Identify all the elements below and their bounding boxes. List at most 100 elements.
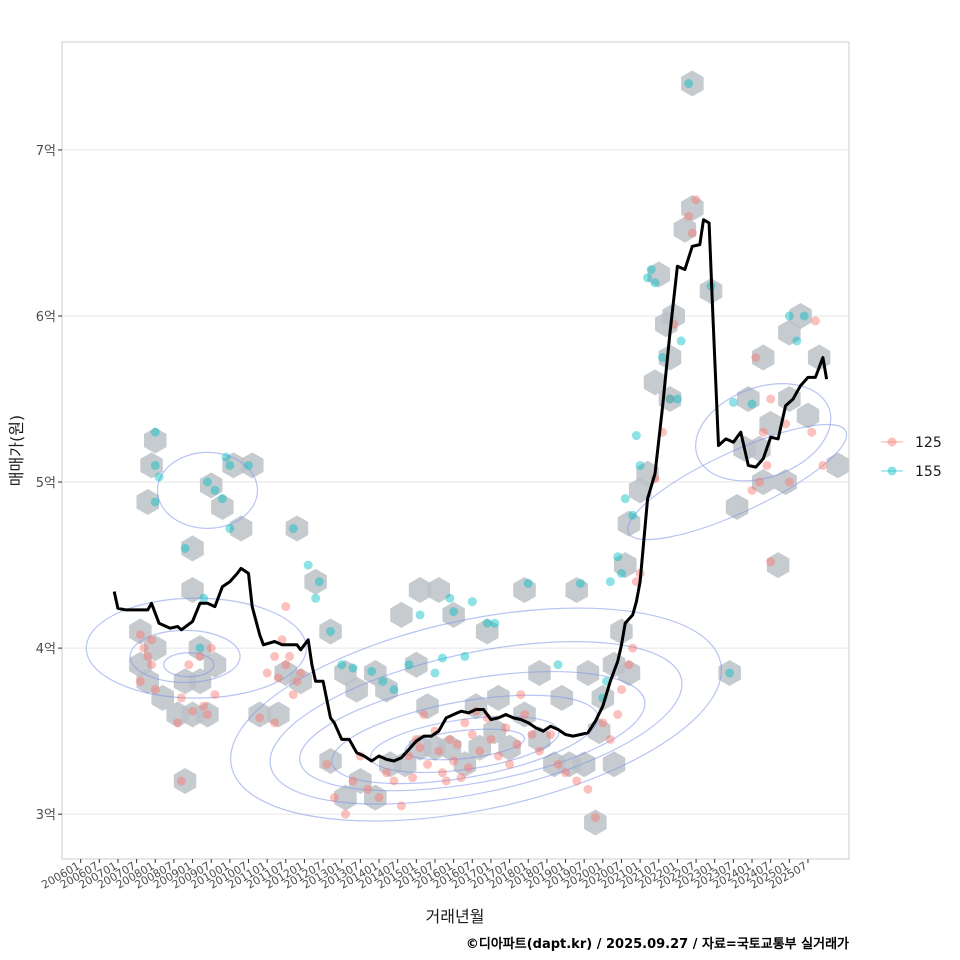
hexbin-cell xyxy=(468,734,491,761)
hexbin-cell xyxy=(319,618,342,645)
data-point-125 xyxy=(139,643,149,653)
density-contour xyxy=(156,451,259,529)
hexbin-cell xyxy=(498,734,521,761)
hexbin-cell xyxy=(144,427,167,454)
hexbin-cell xyxy=(778,319,801,346)
data-point-125 xyxy=(807,427,817,437)
data-point-155 xyxy=(430,668,440,678)
data-point-155 xyxy=(635,460,645,470)
data-point-125 xyxy=(396,801,406,811)
data-point-125 xyxy=(598,718,608,728)
data-point-125 xyxy=(423,759,433,769)
data-point-155 xyxy=(747,399,757,409)
data-point-125 xyxy=(527,729,537,739)
data-point-125 xyxy=(512,739,522,749)
hexbin-cell xyxy=(778,386,801,412)
hexbin-cell xyxy=(136,668,159,695)
data-point-125 xyxy=(616,685,626,695)
hexbin-cell xyxy=(144,635,167,662)
data-point-125 xyxy=(285,651,295,661)
data-point-125 xyxy=(348,776,358,786)
data-point-125 xyxy=(561,768,571,778)
hexbin-cell xyxy=(349,768,372,794)
hexbin-cell xyxy=(475,618,499,645)
data-point-125 xyxy=(534,746,544,756)
data-point-155 xyxy=(523,578,533,588)
hexbin-cell xyxy=(267,701,290,728)
data-point-155 xyxy=(337,660,347,670)
hexbin-cell xyxy=(752,469,775,496)
data-point-125 xyxy=(751,353,761,363)
data-point-155 xyxy=(616,568,626,578)
density-contour xyxy=(269,641,683,805)
data-point-125 xyxy=(628,643,638,653)
legend-label: 125 xyxy=(915,435,942,451)
data-point-125 xyxy=(296,668,306,678)
data-point-125 xyxy=(493,751,503,761)
hexbin-cell xyxy=(513,577,536,603)
data-point-125 xyxy=(766,557,776,567)
y-tick-label: 5억 xyxy=(36,476,56,491)
hexbin-cell xyxy=(364,660,387,686)
data-point-125 xyxy=(273,673,283,683)
data-point-125 xyxy=(281,660,291,670)
data-point-125 xyxy=(147,635,157,645)
data-point-125 xyxy=(408,773,418,783)
hexbin-cell xyxy=(196,701,219,728)
hexbin-cell xyxy=(774,469,797,496)
data-point-125 xyxy=(195,651,205,661)
data-point-125 xyxy=(467,729,477,739)
data-point-125 xyxy=(270,651,280,661)
data-point-125 xyxy=(445,734,455,744)
data-point-155 xyxy=(643,273,653,283)
y-tick-label: 4억 xyxy=(36,642,56,657)
data-point-125 xyxy=(501,723,511,733)
data-point-125 xyxy=(255,713,265,723)
data-point-125 xyxy=(374,793,384,803)
data-point-125 xyxy=(456,773,466,783)
data-point-155 xyxy=(288,524,298,534)
data-point-125 xyxy=(277,635,287,645)
hexbin-cell xyxy=(334,660,357,686)
data-point-125 xyxy=(176,776,186,786)
hexbin-cell xyxy=(662,303,685,329)
data-point-125 xyxy=(691,195,701,205)
data-point-155 xyxy=(628,510,638,520)
hexbin-cell xyxy=(438,734,462,761)
data-point-125 xyxy=(762,460,772,470)
hexbin-cell xyxy=(796,402,820,429)
hexbin-cell xyxy=(319,748,342,774)
data-point-125 xyxy=(516,690,526,700)
data-point-125 xyxy=(590,812,600,822)
x-axis-title: 거래년월 xyxy=(426,907,485,926)
data-point-125 xyxy=(288,690,298,700)
hexbin-cell xyxy=(181,577,204,603)
data-point-125 xyxy=(784,477,794,487)
hexbin-cell xyxy=(617,660,641,686)
hexbin-cell xyxy=(151,684,174,711)
scatter-points xyxy=(135,79,828,822)
data-point-125 xyxy=(206,643,216,653)
hexbin-cell xyxy=(528,660,551,686)
hexbin-cell xyxy=(285,515,309,542)
data-point-125 xyxy=(818,460,828,470)
data-point-155 xyxy=(225,524,235,534)
density-contour xyxy=(85,597,307,699)
data-point-125 xyxy=(199,701,209,711)
y-tick-label: 3억 xyxy=(36,808,56,823)
hexbin-cell xyxy=(241,452,264,479)
data-point-125 xyxy=(322,759,332,769)
legend-key-point xyxy=(887,466,897,476)
data-point-125 xyxy=(340,809,350,819)
hexbin-cell xyxy=(222,452,245,479)
hexbin-cell xyxy=(513,701,536,728)
hexbin-cell xyxy=(614,552,637,579)
hexbin-cell xyxy=(345,676,368,703)
plot-border xyxy=(61,41,850,860)
data-point-125 xyxy=(262,668,272,678)
data-point-155 xyxy=(490,618,500,628)
data-point-125 xyxy=(572,776,582,786)
plot-panel xyxy=(62,42,849,859)
data-point-155 xyxy=(199,593,209,603)
data-point-155 xyxy=(665,394,675,404)
